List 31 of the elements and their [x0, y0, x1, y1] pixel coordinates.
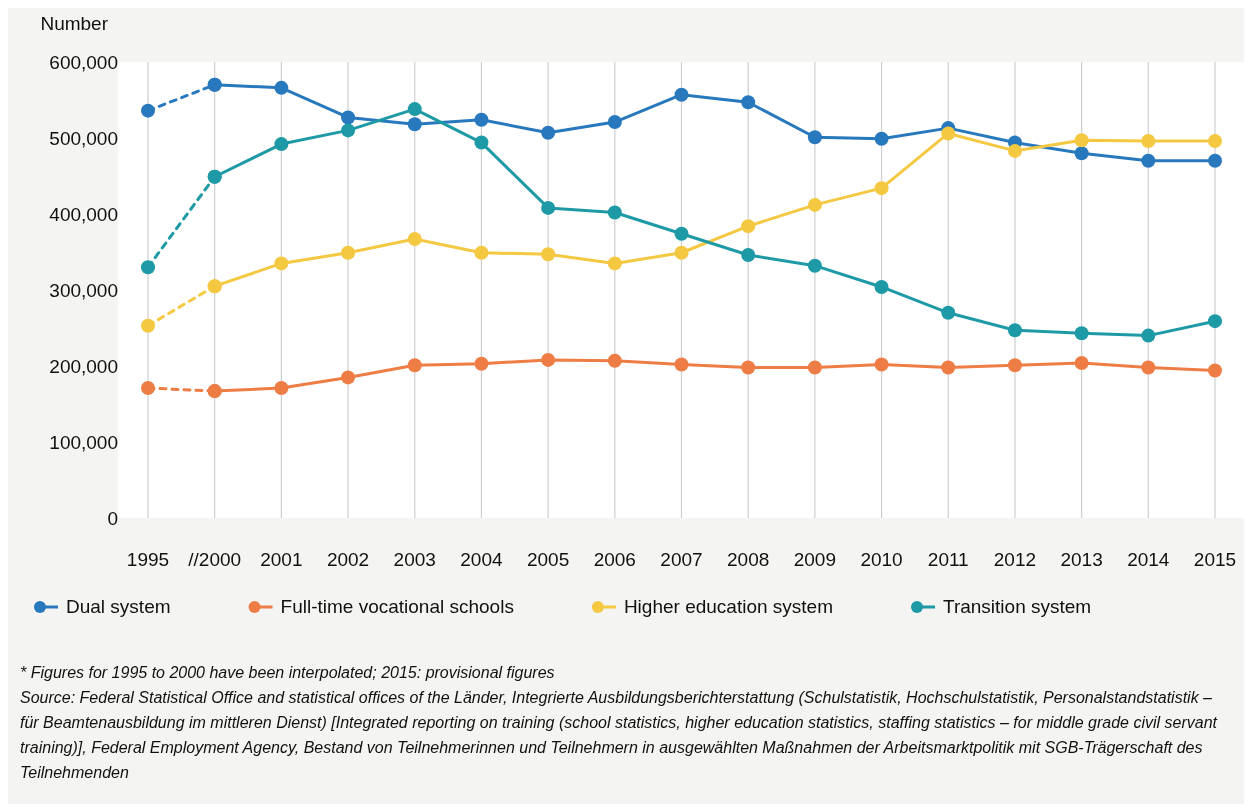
- text: * Figures for 1995 to 2000 have been interpolated; 2015: provisional figures: [20, 664, 555, 681]
- legend-label: Full-time vocational schools: [280, 596, 514, 617]
- x-tick-label: 2014: [1127, 549, 1170, 570]
- legend-label: Dual system: [66, 596, 171, 617]
- x-tick-label: 2011: [927, 549, 969, 570]
- y-tick-label: 600,000: [49, 52, 118, 73]
- x-tick-label: 2009: [793, 549, 837, 570]
- x-tick-label: 2004: [460, 549, 503, 570]
- x-tick-label: 2010: [860, 549, 903, 570]
- y-tick-label: 300,000: [49, 280, 118, 301]
- y-tick-label: 200,000: [49, 356, 118, 377]
- x-tick-label: 2007: [660, 549, 703, 570]
- x-tick-label: 2012: [993, 549, 1037, 570]
- y-tick-label: 100,000: [49, 432, 118, 453]
- x-tick-label: //2000: [188, 549, 242, 570]
- y-tick-label: 500,000: [49, 128, 118, 149]
- legend-label: Transition system: [943, 596, 1092, 617]
- legend-label: Higher education system: [623, 596, 834, 617]
- x-tick-label: 2001: [260, 549, 303, 570]
- x-tick-label: 1995: [126, 549, 170, 570]
- x-tick-label: 2002: [326, 549, 370, 570]
- x-tick-label: 2013: [1060, 549, 1103, 570]
- y-tick-label: 0: [107, 508, 118, 529]
- x-tick-label: 2006: [593, 549, 636, 570]
- x-tick-label: 2008: [727, 549, 770, 570]
- y-tick-label: 400,000: [49, 204, 118, 225]
- x-tick-label: 2005: [526, 549, 570, 570]
- source-note: Source: Federal Statistical Office and statistical offices of the Länder, Integrierte Ausbildungsberichterstattung (Schulstatistik, Hochschulstatistik, Personalstandstatistik – für Beamtenausbildung im mittleren Dienst) [Integrated reporting on training (school statistics, higher education statistics, staffing statistics – for middle grade civil servant training)], Federal Employment Agency, Bestand von Teilnehmerinnen und Teilnehmern in ausgewählten Maßnahmen der Arbeitsmarktpolitik mit SGB-Trägerschaft des Teilnehmenden: [20, 689, 1218, 781]
- x-tick-label: 2015: [1193, 549, 1237, 570]
- x-tick-label: 2003: [393, 549, 436, 570]
- y-axis-title: Number: [40, 13, 109, 34]
